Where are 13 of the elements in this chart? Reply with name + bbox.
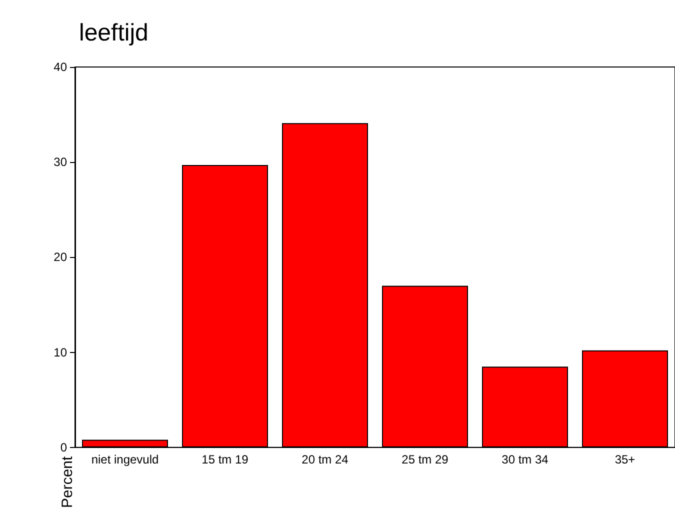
x-tick-label: 30 tm 34 [502, 452, 549, 466]
x-tick-label: niet ingevuld [91, 452, 159, 466]
chart-title: leeftijd [79, 20, 148, 46]
x-tick-label: 25 tm 29 [402, 452, 449, 466]
y-tick-label: 10 [54, 345, 68, 360]
x-tick-label: 20 tm 24 [302, 452, 349, 466]
y-tick-label: 30 [54, 155, 68, 170]
y-axis-title: Percent [59, 455, 76, 508]
y-tick-label: 40 [54, 60, 68, 74]
x-tick-label: 35+ [614, 452, 636, 466]
y-tick-label: 20 [54, 250, 68, 264]
x-tick-label: 15 tm 19 [202, 452, 249, 466]
y-tick-label: 0 [60, 440, 68, 454]
